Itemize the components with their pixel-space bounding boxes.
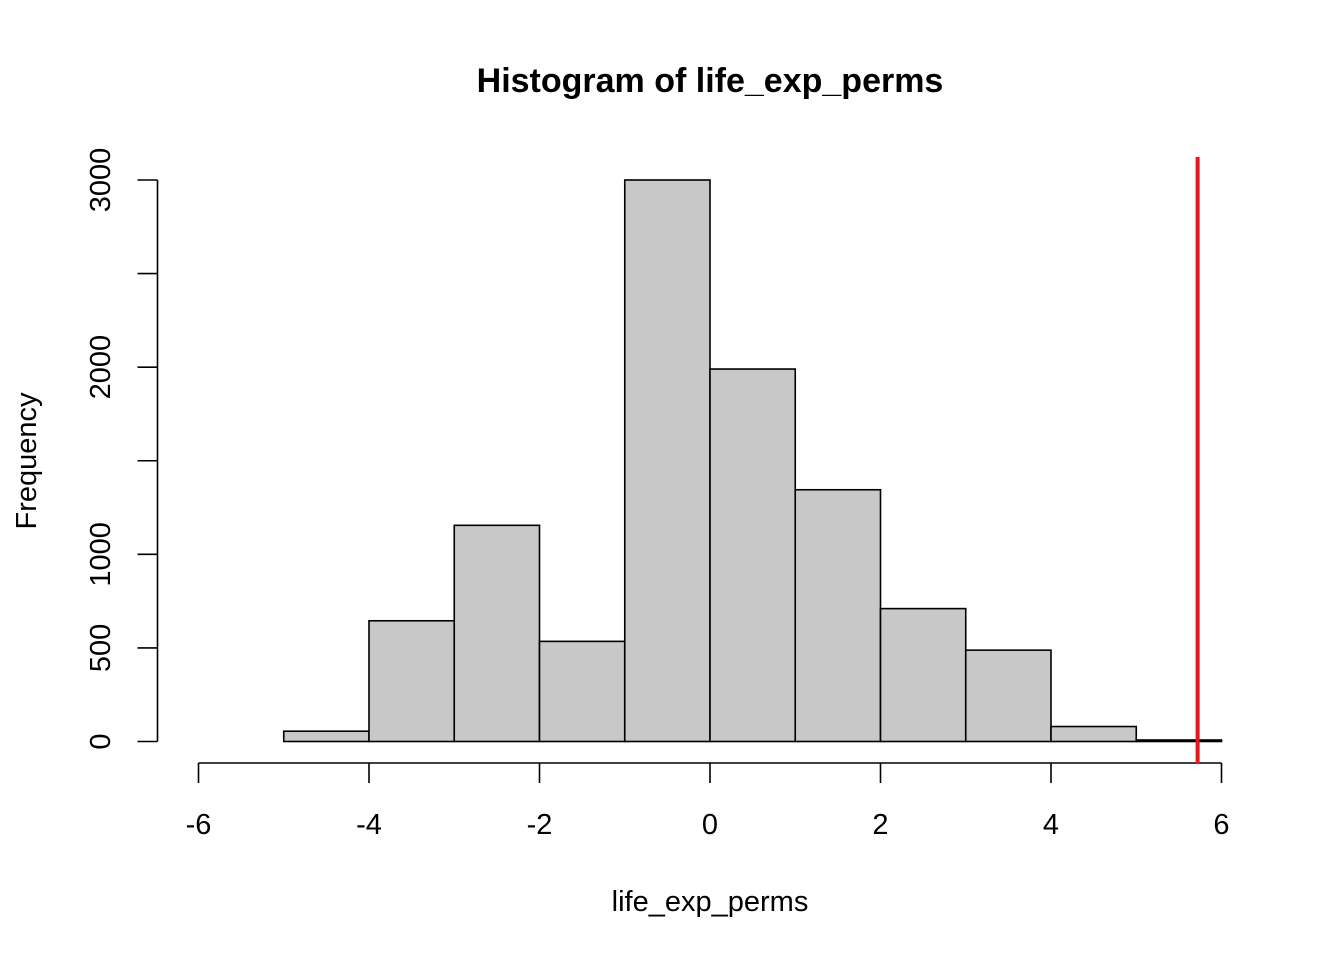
bars-group: [282, 179, 1223, 743]
histogram-bar: [623, 179, 711, 743]
x-tick-label: 2: [872, 809, 888, 841]
x-tick-label: 4: [1043, 809, 1059, 841]
y-tick-label: 0: [85, 733, 117, 749]
histogram-bar: [794, 488, 882, 743]
y-tick-label: 3000: [85, 148, 117, 213]
x-axis-label: life_exp_perms: [612, 886, 809, 918]
x-tick-label: -2: [527, 809, 553, 841]
histogram-bar: [1135, 739, 1223, 743]
histogram-bar: [879, 607, 967, 743]
histogram-bar: [282, 730, 370, 743]
y-tick-label: 1000: [85, 522, 117, 587]
x-axis: -6 -4 -2 0 2 4 6: [186, 762, 1230, 841]
x-tick-label: -6: [186, 809, 212, 841]
histogram-bar: [1050, 725, 1138, 743]
histogram-bar: [538, 640, 626, 743]
histogram-bar: [453, 524, 541, 743]
x-tick-label: 6: [1213, 809, 1229, 841]
chart-title: Histogram of life_exp_perms: [477, 62, 944, 100]
y-tick-label: 500: [85, 624, 117, 672]
x-tick-label: 0: [702, 809, 718, 841]
y-tick-label: 2000: [85, 335, 117, 400]
y-axis: 0 500 1000 2000 3000: [85, 148, 159, 750]
y-axis-label: Frequency: [11, 392, 43, 530]
histogram-bar: [709, 368, 797, 743]
histogram-bar: [964, 649, 1052, 743]
x-tick-label: -4: [356, 809, 382, 841]
histogram-bar: [368, 619, 456, 743]
